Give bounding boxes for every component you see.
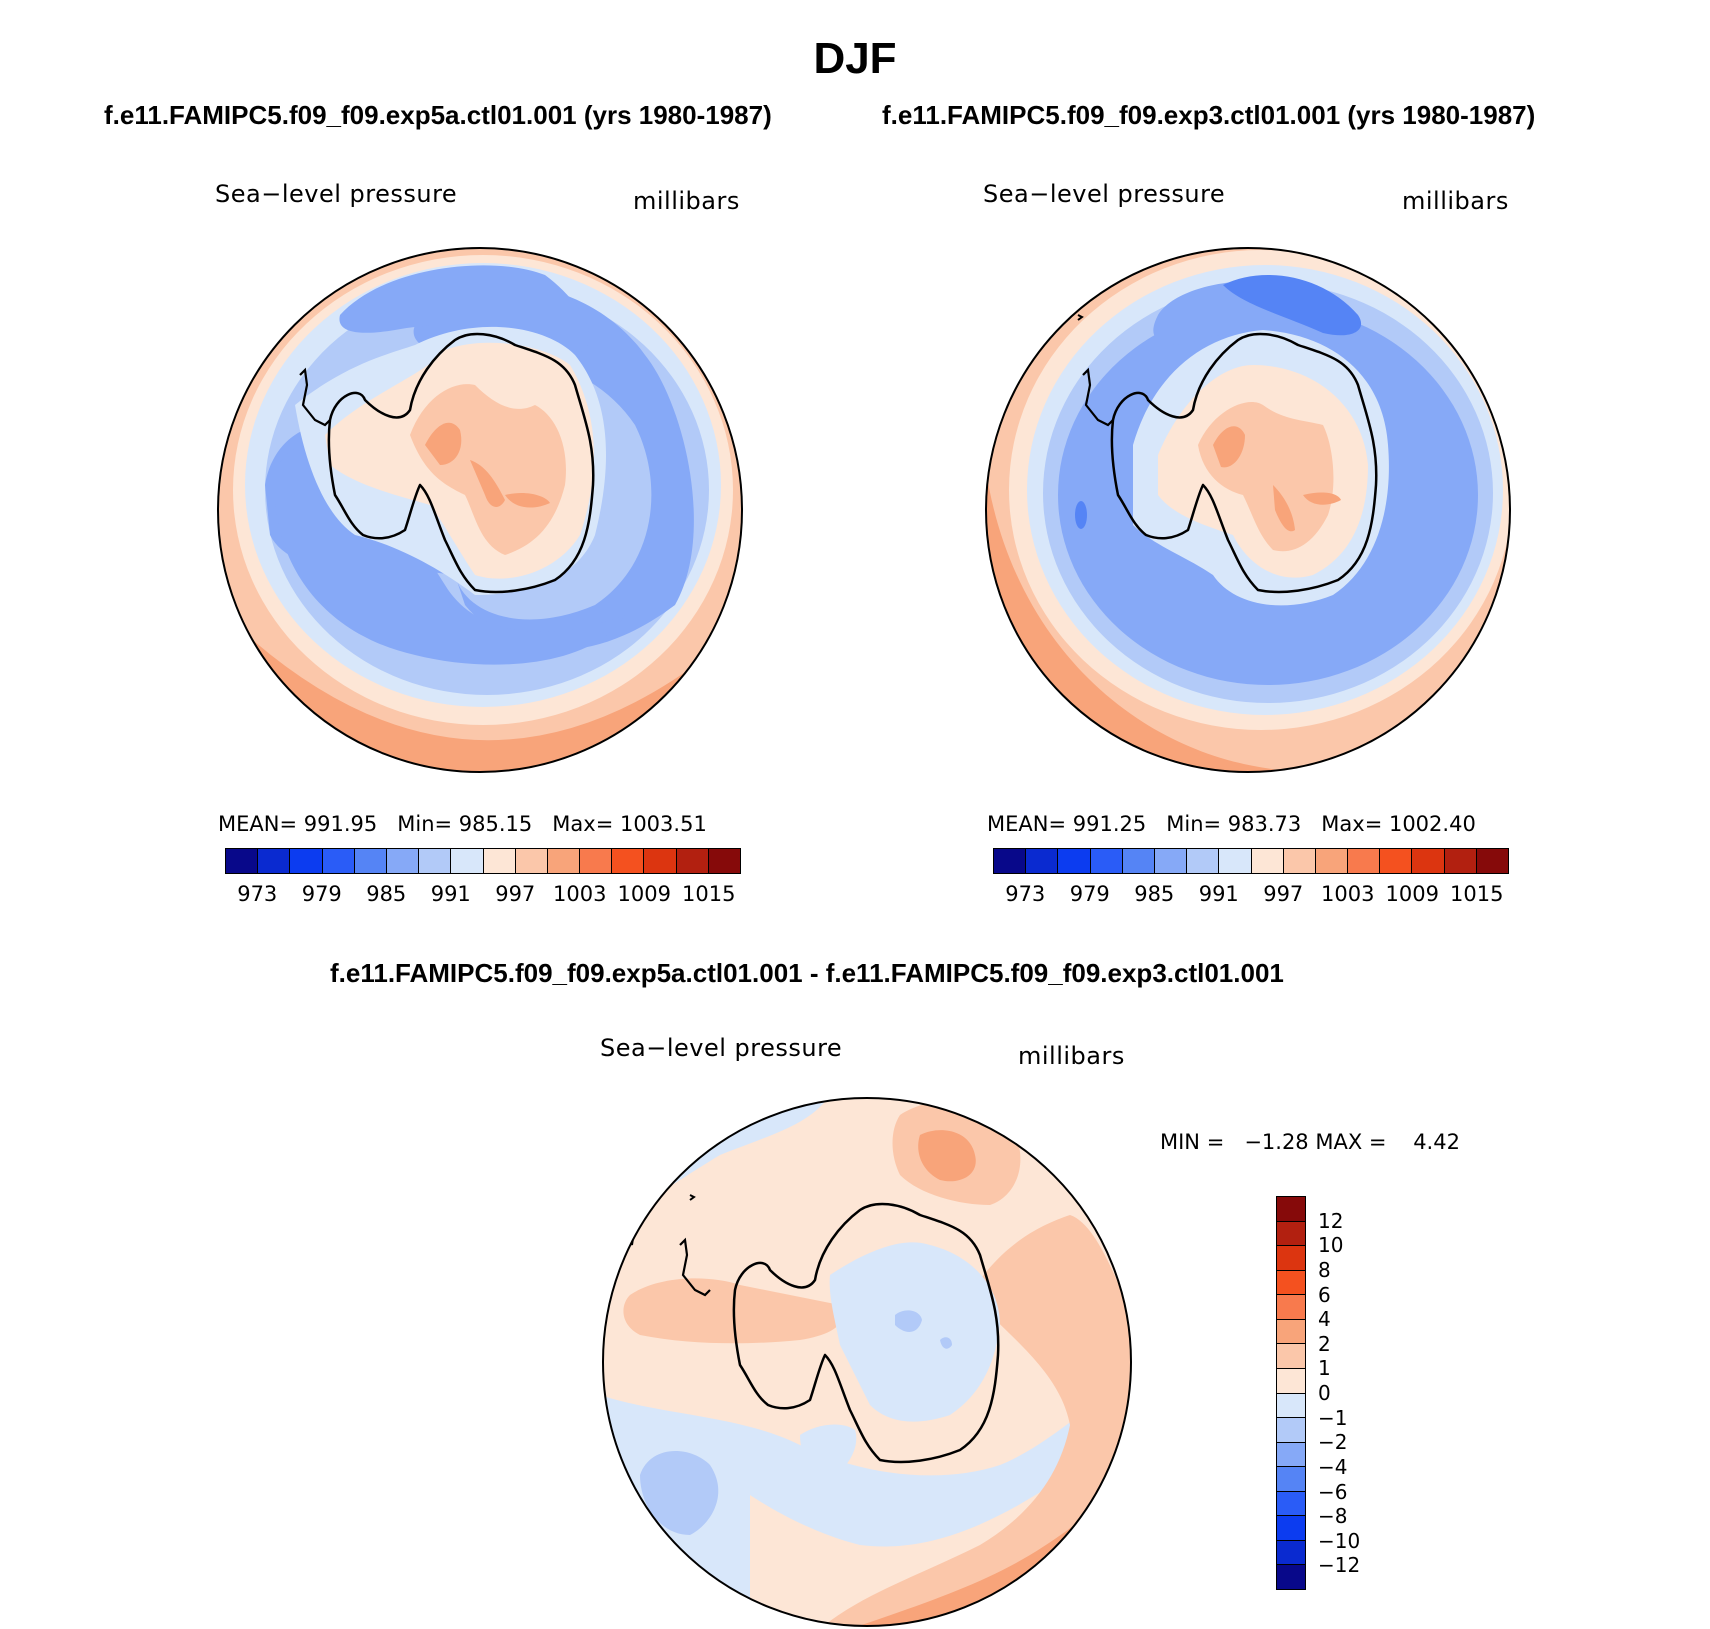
colorbar-tick-label: 1003	[1321, 882, 1375, 906]
right-polar-map	[985, 247, 1511, 773]
colorbar-swatch	[1277, 1270, 1305, 1296]
colorbar-swatch	[1277, 1221, 1305, 1247]
colorbar-swatch	[676, 849, 709, 873]
colorbar-swatch	[1444, 849, 1477, 873]
colorbar-tick-label: 1009	[617, 882, 671, 906]
right-stats: MEAN= 991.25 Min= 983.73 Max= 1002.40	[987, 812, 1476, 836]
colorbar-swatch	[708, 849, 740, 873]
right-case-title: f.e11.FAMIPC5.f09_f09.exp3.ctl01.001 (yr…	[882, 100, 1536, 130]
colorbar-tick-label: 8	[1318, 1257, 1331, 1282]
colorbar-swatch	[1348, 849, 1381, 873]
colorbar-tick-label: 12	[1318, 1208, 1344, 1233]
colorbar-swatch	[1277, 1442, 1305, 1468]
colorbar-swatch	[1277, 1319, 1305, 1345]
colorbar-tick-label: 4	[1318, 1307, 1331, 1332]
colorbar-tick-label: −8	[1318, 1504, 1348, 1529]
colorbar-tick-label: −1	[1318, 1405, 1348, 1430]
colorbar-swatch	[1277, 1344, 1305, 1369]
colorbar-tick-label: −4	[1318, 1454, 1348, 1479]
colorbar-swatch	[1277, 1491, 1305, 1517]
colorbar-tick-label: 1	[1318, 1356, 1331, 1381]
colorbar-swatch	[1090, 849, 1123, 873]
colorbar-swatch	[1026, 849, 1059, 873]
colorbar-tick-label: 979	[1069, 882, 1110, 906]
colorbar-swatch	[1277, 1418, 1305, 1443]
colorbar-tick-label: 997	[495, 882, 536, 906]
left-variable-label: Sea−level pressure	[215, 180, 458, 208]
colorbar-swatch	[354, 849, 387, 873]
colorbar-tick-label: 10	[1318, 1233, 1344, 1258]
colorbar-swatch	[322, 849, 355, 873]
colorbar-tick-label: 1015	[1450, 882, 1504, 906]
colorbar-tick-label: 985	[1134, 882, 1175, 906]
colorbar-swatch	[1412, 849, 1445, 873]
colorbar-tick-label: 0	[1318, 1381, 1331, 1405]
colorbar-swatch	[419, 849, 452, 873]
colorbar-swatch	[1154, 849, 1188, 873]
colorbar-swatch	[515, 849, 548, 873]
colorbar-swatch	[1315, 849, 1349, 873]
colorbar-swatch	[483, 849, 516, 873]
right-variable-label: Sea−level pressure	[983, 180, 1226, 208]
main-title: DJF	[813, 34, 897, 83]
colorbar-tick-label: −10	[1318, 1528, 1361, 1553]
colorbar-swatch	[1277, 1295, 1305, 1320]
colorbar-swatch	[1187, 849, 1220, 873]
colorbar-tick-label: 985	[366, 882, 407, 906]
diff-case-title: f.e11.FAMIPC5.f09_f09.exp5a.ctl01.001 - …	[330, 958, 1284, 988]
colorbar-tick-label: 1003	[553, 882, 607, 906]
colorbar-swatch	[1122, 849, 1155, 873]
diff-stats: MIN = −1.28 MAX = 4.42	[1160, 1130, 1460, 1154]
diff-colorbar	[1276, 1196, 1306, 1590]
colorbar-tick-label: 991	[430, 882, 471, 906]
colorbar-swatch	[1219, 849, 1252, 873]
colorbar-swatch	[258, 849, 291, 873]
colorbar-swatch	[1283, 849, 1316, 873]
colorbar-tick-label: −12	[1318, 1553, 1361, 1578]
left-polar-map	[217, 247, 743, 773]
colorbar-swatch	[1277, 1565, 1305, 1589]
colorbar-swatch	[1476, 849, 1508, 873]
colorbar-swatch	[226, 849, 259, 873]
colorbar-swatch	[612, 849, 645, 873]
left-case-title: f.e11.FAMIPC5.f09_f09.exp5a.ctl01.001 (y…	[104, 100, 772, 130]
colorbar-swatch	[547, 849, 581, 873]
right-units-label: millibars	[1402, 187, 1509, 215]
colorbar-swatch	[1277, 1540, 1305, 1566]
colorbar-swatch	[1277, 1393, 1305, 1419]
colorbar-tick-label: 1009	[1385, 882, 1439, 906]
colorbar-swatch	[290, 849, 323, 873]
diff-polar-map	[602, 1097, 1132, 1627]
diff-variable-label: Sea−level pressure	[600, 1034, 843, 1062]
colorbar-swatch	[994, 849, 1027, 873]
left-colorbar	[225, 848, 741, 874]
colorbar-swatch	[451, 849, 484, 873]
colorbar-tick-label: 2	[1318, 1331, 1331, 1356]
colorbar-swatch	[1277, 1516, 1305, 1541]
colorbar-swatch	[644, 849, 677, 873]
colorbar-swatch	[386, 849, 420, 873]
colorbar-tick-label: 997	[1263, 882, 1304, 906]
colorbar-swatch	[1277, 1368, 1305, 1394]
colorbar-swatch	[1277, 1197, 1305, 1222]
colorbar-swatch	[1380, 849, 1413, 873]
colorbar-tick-label: 973	[237, 882, 278, 906]
left-stats: MEAN= 991.95 Min= 985.15 Max= 1003.51	[218, 812, 707, 836]
colorbar-swatch	[1277, 1246, 1305, 1271]
colorbar-tick-label: 979	[301, 882, 342, 906]
colorbar-tick-label: −6	[1318, 1479, 1348, 1504]
colorbar-tick-label: 6	[1318, 1282, 1331, 1307]
colorbar-tick-label: 973	[1005, 882, 1046, 906]
colorbar-swatch	[1251, 849, 1284, 873]
colorbar-tick-label: −2	[1318, 1430, 1348, 1455]
colorbar-swatch	[580, 849, 613, 873]
colorbar-tick-label: 1015	[682, 882, 736, 906]
colorbar-swatch	[1058, 849, 1091, 873]
colorbar-tick-label: 991	[1198, 882, 1239, 906]
diff-units-label: millibars	[1018, 1042, 1125, 1070]
right-colorbar	[993, 848, 1509, 874]
left-units-label: millibars	[633, 187, 740, 215]
colorbar-swatch	[1277, 1467, 1305, 1492]
